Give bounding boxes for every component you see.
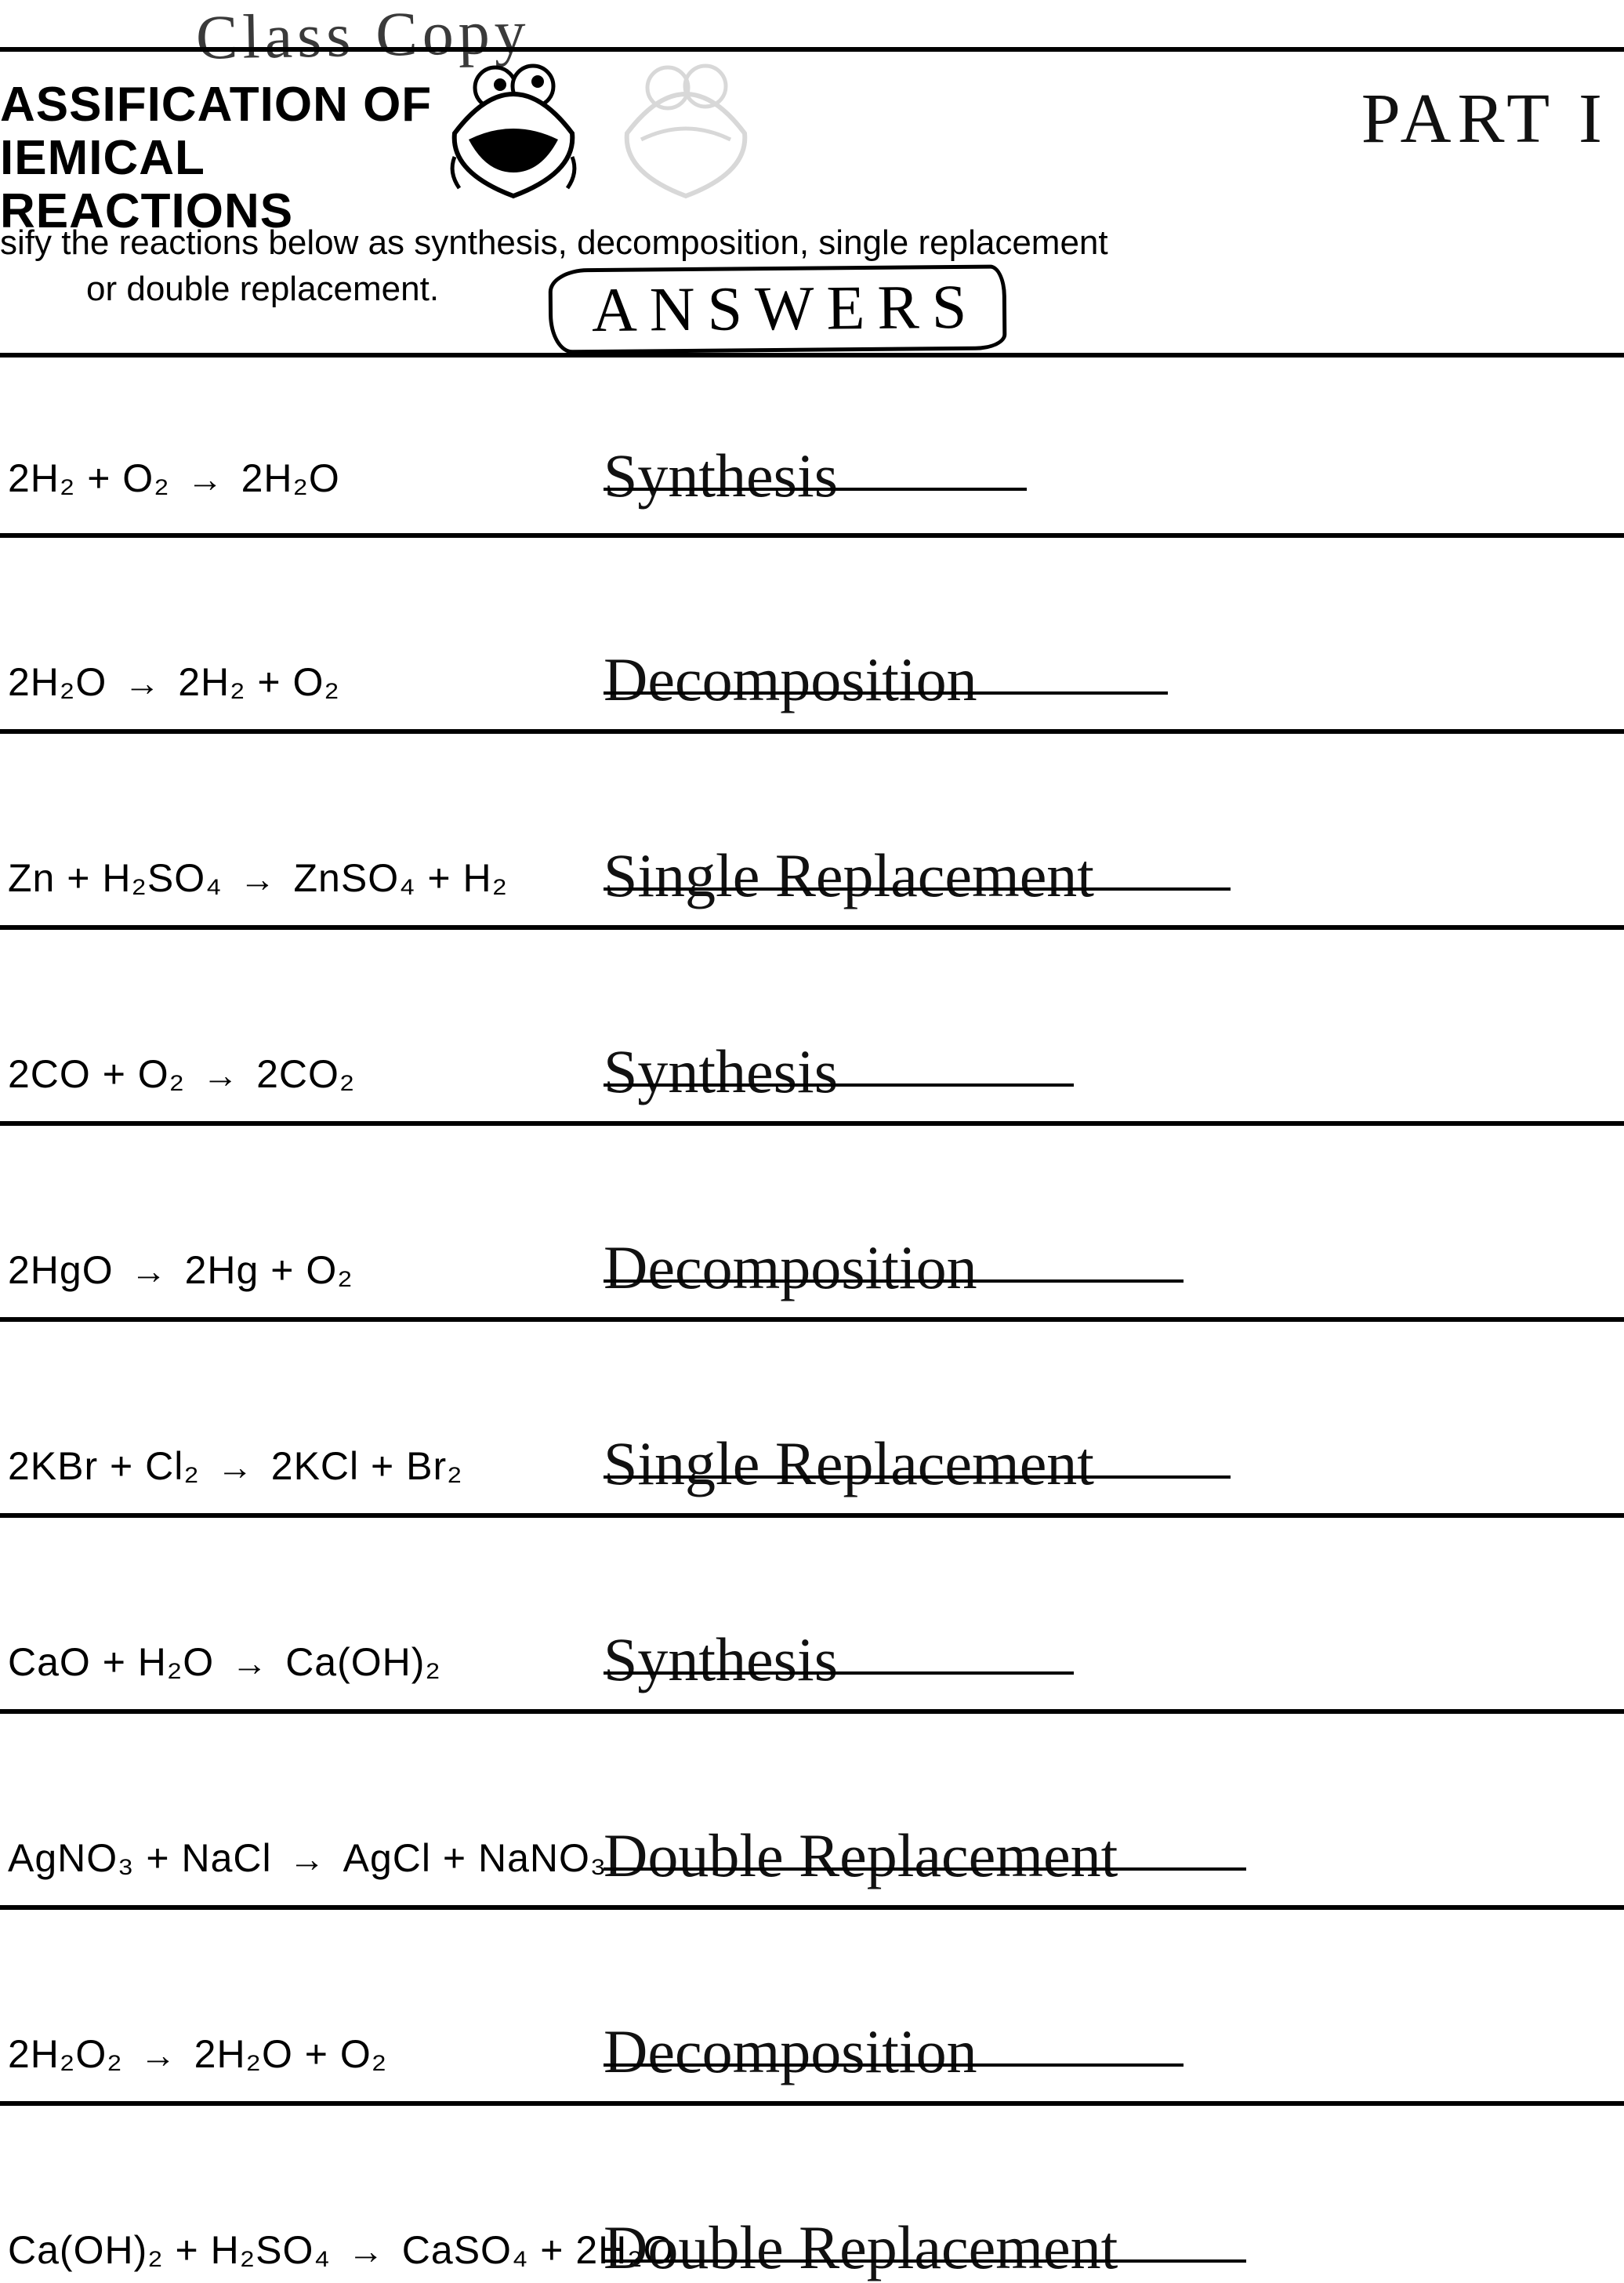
answer-text: Single Replacement xyxy=(604,1428,1624,1504)
equation: 2H₂ + O₂→2H₂O xyxy=(8,456,340,501)
equation: Zn + H₂SO₄→ZnSO₄ + H₂ xyxy=(8,855,508,901)
answer-text: Decomposition xyxy=(604,644,1624,720)
answer-text: Double Replacement xyxy=(604,1820,1624,1896)
answer-text: Synthesis xyxy=(604,441,1624,516)
reaction-row: 2CO + O₂→2CO₂ Synthesis xyxy=(0,1011,1624,1137)
equation: 2CO + O₂→2CO₂ xyxy=(8,1051,355,1097)
equation: CaO + H₂O→Ca(OH)₂ xyxy=(8,1639,441,1685)
answer-underline xyxy=(604,488,1027,491)
answer-text: Decomposition xyxy=(604,1232,1624,1308)
title-line-1: ASSIFICATION OF xyxy=(0,78,470,132)
equation: 2H₂O₂→2H₂O + O₂ xyxy=(8,2031,387,2077)
reaction-row: Zn + H₂SO₄→ZnSO₄ + H₂ Single Replacement xyxy=(0,815,1624,941)
answer-underline xyxy=(604,1083,1074,1087)
answer-text: Synthesis xyxy=(604,1624,1624,1700)
answer-underline xyxy=(604,2063,1184,2067)
answer-text: Synthesis xyxy=(604,1036,1624,1112)
reaction-row: 2H₂O→2H₂ + O₂ Decomposition xyxy=(0,619,1624,745)
answer-text: Decomposition xyxy=(604,2016,1624,2092)
reaction-row: AgNO₃ + NaCl→AgCl + NaNO₃Double Replacem… xyxy=(0,1795,1624,1921)
horizontal-rule xyxy=(0,353,1624,358)
answers-box: ANSWERS xyxy=(549,264,1007,354)
equation: Ca(OH)₂ + H₂SO₄→CaSO₄ + 2H₂O xyxy=(8,2227,675,2273)
answer-underline xyxy=(604,1867,1246,1871)
answer-underline xyxy=(604,1475,1231,1479)
equation: 2KBr + Cl₂→2KCl + Br₂ xyxy=(8,1443,463,1489)
answer-underline xyxy=(604,691,1168,695)
part-label: PART I xyxy=(1361,78,1608,159)
reaction-row: 2KBr + Cl₂→2KCl + Br₂ Single Replacement xyxy=(0,1403,1624,1529)
cookie-monster-faint-icon xyxy=(611,63,760,208)
reaction-row: 2H₂O₂→2H₂O + O₂ Decomposition xyxy=(0,1991,1624,2117)
instruction-line-1: sify the reactions below as synthesis, d… xyxy=(0,220,1608,266)
answer-text: Double Replacement xyxy=(604,2212,1624,2283)
answer-underline xyxy=(604,2259,1246,2263)
reaction-row: Ca(OH)₂ + H₂SO₄→CaSO₄ + 2H₂ODouble Repla… xyxy=(0,2187,1624,2283)
answer-underline xyxy=(604,1671,1074,1675)
equation: AgNO₃ + NaCl→AgCl + NaNO₃ xyxy=(8,1835,607,1881)
answer-text: Single Replacement xyxy=(604,840,1624,916)
title-block: ASSIFICATION OF IEMICAL REACTIONS xyxy=(0,78,470,239)
reaction-row: 2HgO→2Hg + O₂ Decomposition xyxy=(0,1207,1624,1333)
horizontal-rule xyxy=(0,47,1624,52)
answer-underline xyxy=(604,887,1231,891)
cookie-monster-icon xyxy=(439,63,588,208)
worksheet-page: Class Copy ASSIFICATION OF IEMICAL REACT… xyxy=(0,0,1624,2283)
equation: 2H₂O→2H₂ + O₂ xyxy=(8,659,340,705)
equation: 2HgO→2Hg + O₂ xyxy=(8,1247,353,1293)
reaction-row: CaO + H₂O→Ca(OH)₂ Synthesis xyxy=(0,1599,1624,1725)
reaction-row: 2H₂ + O₂→2H₂O Synthesis xyxy=(0,416,1624,541)
answer-underline xyxy=(604,1279,1184,1283)
